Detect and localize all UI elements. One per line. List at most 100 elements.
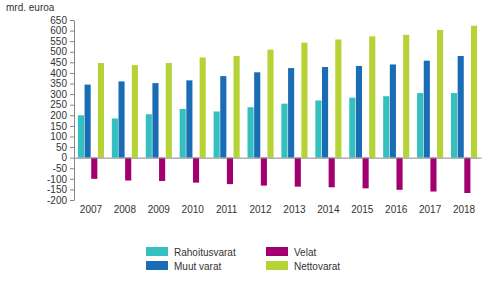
legend-item: Velat [266, 247, 316, 258]
y-tick: 150 [50, 121, 74, 132]
bar [383, 96, 389, 157]
y-tick-label: 50 [56, 142, 68, 153]
y-tick-label: 500 [50, 46, 67, 57]
bar [152, 83, 158, 158]
zero-line [75, 158, 482, 159]
legend-label: Nettovarat [294, 261, 340, 272]
x-axis: 2007200820092010201120122013201420152016… [75, 158, 482, 215]
x-tick-label: 2014 [317, 204, 340, 215]
chart: -200-150-100-500501001502002503003504004… [0, 0, 493, 306]
y-tick: -200 [47, 195, 74, 206]
bar [234, 56, 240, 158]
x-tick: 2009 [148, 204, 171, 215]
y-tick-label: 550 [50, 36, 67, 47]
y-tick-mark [70, 62, 74, 63]
bar [125, 158, 131, 181]
bar [159, 158, 165, 181]
y-tick: 50 [56, 142, 74, 153]
x-tick: 2015 [351, 204, 374, 215]
y-tick-label: -200 [47, 195, 67, 206]
bar [227, 158, 233, 184]
x-tick: 2018 [453, 204, 476, 215]
bar [267, 50, 273, 158]
y-tick-mark [70, 168, 74, 169]
bar [132, 65, 138, 158]
y-tick-label: 650 [50, 15, 67, 26]
y-tick-mark [70, 200, 74, 201]
legend-swatch [266, 247, 288, 256]
y-tick: 100 [50, 131, 74, 142]
bar [437, 30, 443, 158]
x-tick: 2008 [114, 204, 137, 215]
y-tick-mark [70, 41, 74, 42]
y-axis: -200-150-100-500501001502002503003504004… [47, 15, 75, 206]
bar [349, 98, 355, 158]
legend-label: Muut varat [174, 261, 221, 272]
legend-swatch [146, 247, 168, 256]
bar [315, 100, 321, 157]
y-tick-label: 400 [50, 68, 67, 79]
bar [98, 63, 104, 158]
x-tick-label: 2009 [148, 204, 171, 215]
bar [214, 111, 220, 157]
bar [166, 63, 172, 158]
x-tick: 2011 [216, 204, 238, 215]
y-tick-mark [70, 115, 74, 116]
y-tick-label: 300 [50, 89, 67, 100]
bar [390, 64, 396, 157]
bars [78, 26, 477, 193]
y-tick-mark [70, 94, 74, 95]
y-tick: 0 [61, 152, 74, 163]
legend-item: Nettovarat [266, 261, 340, 272]
y-tick: 350 [50, 78, 74, 89]
bar [146, 114, 152, 157]
bar [248, 107, 254, 157]
legend-item: Muut varat [146, 261, 221, 272]
y-tick-label: 200 [50, 110, 67, 121]
y-tick-label: -150 [47, 184, 67, 195]
x-tick: 2010 [182, 204, 205, 215]
y-tick: 400 [50, 68, 74, 79]
y-tick: 650 [50, 15, 74, 26]
y-tick: 250 [50, 99, 74, 110]
legend: RahoitusvaratMuut varatVelatNettovarat [146, 247, 340, 272]
y-tick-mark [70, 20, 74, 21]
y-tick-mark [70, 136, 74, 137]
y-tick-mark [70, 158, 74, 159]
x-tick-label: 2013 [283, 204, 306, 215]
legend-swatch [266, 261, 288, 270]
y-tick-label: 600 [50, 25, 67, 36]
y-tick: -150 [47, 184, 74, 195]
bar-series [98, 26, 477, 158]
y-axis-title: mrd. euroa [6, 2, 55, 13]
bar [464, 158, 470, 193]
bar [193, 158, 199, 183]
bar [424, 61, 430, 158]
bar [295, 158, 301, 187]
bar [254, 72, 260, 157]
y-tick-mark [70, 52, 74, 53]
y-tick: 300 [50, 89, 74, 100]
bar [335, 39, 341, 157]
y-tick-mark [70, 105, 74, 106]
bar [356, 66, 362, 158]
bar [329, 158, 335, 188]
bar [118, 81, 124, 157]
bar [261, 158, 267, 186]
y-tick: 450 [50, 57, 74, 68]
bar [322, 67, 328, 158]
y-tick: 550 [50, 36, 74, 47]
y-tick-mark [70, 126, 74, 127]
x-tick: 2007 [80, 204, 103, 215]
bar [417, 93, 423, 158]
bar [430, 158, 436, 192]
bar [200, 57, 206, 157]
x-tick-label: 2017 [419, 204, 442, 215]
bar [458, 56, 464, 158]
x-tick: 2014 [317, 204, 340, 215]
y-tick-label: 0 [61, 152, 67, 163]
legend-swatch [146, 261, 168, 270]
x-tick: 2016 [385, 204, 408, 215]
bar [78, 115, 84, 157]
bar [186, 80, 192, 157]
